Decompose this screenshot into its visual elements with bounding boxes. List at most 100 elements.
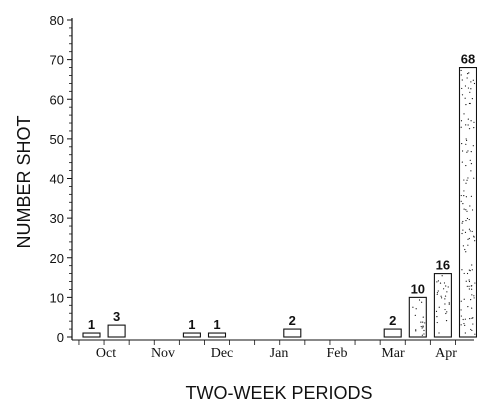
bar-stipple-dot [443,288,445,290]
bar-stipple-dot [461,269,463,271]
bar-stipple-dot [470,81,472,83]
bar-stipple-dot [465,138,467,140]
bar-stipple-dot [473,121,475,123]
bar-stipple-dot [463,298,465,300]
bar-stipple-dot [470,299,472,301]
bar-stipple-dot [445,320,448,322]
bar-stipple-dot [466,272,469,275]
bar-stipple-dot [461,161,463,163]
bar-stipple-dot [468,288,470,290]
bar-stipple-dot [472,145,474,147]
bar-stipple-dot [464,248,466,251]
labels: 0 10 20 30 40 50 60 70 80 Oct Nov Dec Jan Feb Mar Apr 1 3… [50,13,476,361]
bar-stipple-dot [448,302,450,304]
bar-stipple-dot [463,179,465,181]
x-month-label: Nov [151,346,175,361]
bar-stipple-dot [424,322,426,324]
bar-stipple-dot [445,285,447,287]
bar-stipple-dot [468,218,470,221]
bar-stipple-dot [421,327,423,329]
bar-stipple-dot [440,297,443,299]
bar-stipple-dot [468,72,470,74]
bar-stipple-dot [467,118,469,120]
bar-stipple-dot [465,164,467,167]
bar-stipple-dot [465,139,468,141]
bar-stipple-dot [448,303,450,305]
bar-stipple-dot [470,170,472,172]
bar-stipple-dot [474,333,476,335]
bar-stipple-dot [444,295,447,297]
bar [107,324,126,338]
bar-stipple-dot [415,330,417,332]
y-tick-label: 80 [50,13,64,28]
bar-stipple-dot [467,244,469,246]
bar-stipple-dot [471,230,473,233]
bar-stipple-dot [460,120,463,122]
bar-stipple-dot [473,82,476,85]
bar-value-label: 68 [461,52,475,67]
x-month-label: Jan [270,346,289,361]
bar-stipple-dot [444,303,446,305]
bar-stipple-dot [469,270,471,272]
bar-stipple-dot [468,280,471,283]
bar-stipple-dot [473,295,475,297]
bar-stipple-dot [461,142,463,145]
bar-stipple-dot [470,120,472,122]
bar-stipple-dot [443,282,446,284]
bar-stipple-dot [423,329,425,332]
bar-stipple-dot [466,77,468,79]
bar-stipple-dot [461,232,463,235]
y-tick-label: 40 [50,172,64,187]
bar-stipple-dot [461,87,463,90]
y-tick-label: 0 [57,330,64,345]
bar-stipple-dot [469,318,471,320]
bar-stipple-dot [471,264,473,266]
bar-stipple-dot [462,229,464,231]
bar-stipple-dot [472,323,474,325]
bar-stipple-dot [470,163,473,165]
bar-stipple-dot [465,196,467,198]
bar-stipple-dot [465,104,467,106]
bar-stipple-dot [471,317,473,319]
bars [82,67,477,338]
bar-stipple-dot [438,332,440,334]
bar-stipple-dot [470,328,472,331]
bar-stipple-dot [465,143,467,145]
bar-stipple-dot [422,321,424,323]
x-month-label: Feb [327,346,348,361]
bar-stipple-dot [444,308,446,311]
bar-stipple-dot [421,334,423,336]
bar-stipple-dot [440,295,442,297]
bar-stipple-dot [422,325,424,327]
bar-stipple-dot [474,240,476,242]
bar-value-label: 1 [213,317,220,332]
bar-stipple-dot [473,127,475,129]
bar-stipple-dot [463,208,465,210]
bar-stipple-dot [469,91,471,93]
bar-stipple-dot [474,282,476,284]
bar-stipple-dot [470,88,472,90]
bar [283,328,302,338]
bar-stipple-dot [460,200,462,202]
bar-stipple-dot [447,286,449,288]
bar-stipple-dot [469,205,471,207]
bar [408,296,427,338]
bar-stipple-dot [469,230,471,232]
bar-stipple-dot [467,306,469,308]
bar-stipple-dot [464,318,466,320]
bar-stipple-dot [438,306,440,308]
bar-stipple-dot [460,194,462,197]
bar-stipple-dot [463,195,465,197]
bar-stipple-dot [466,73,469,75]
bar-stipple-dot [465,251,467,253]
bar-stipple-dot [445,312,447,315]
bar-stipple-dot [469,159,471,161]
x-month-label: Apr [435,346,457,361]
bar-stipple-dot [466,285,468,287]
bar-stipple-dot [471,209,474,211]
bar-stipple-dot [471,329,473,332]
bar-stipple-dot [422,326,424,328]
bar-stipple-dot [423,333,425,335]
bar-stipple-dot [466,151,468,153]
